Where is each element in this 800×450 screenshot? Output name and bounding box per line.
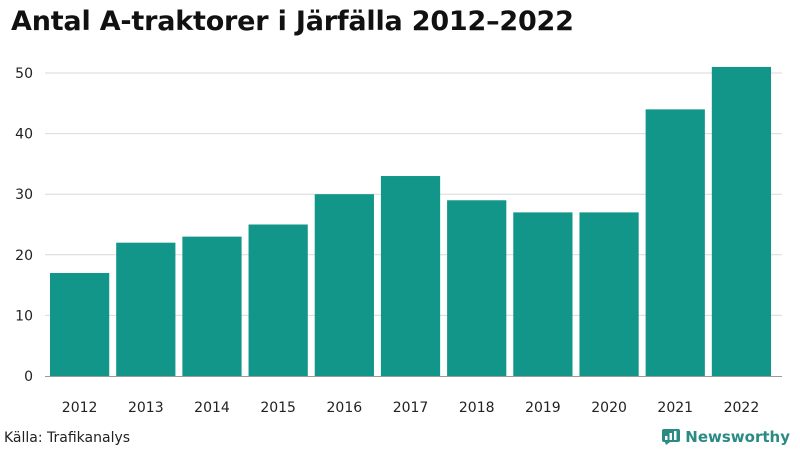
bar-2012: [50, 272, 110, 376]
bar-2018: [447, 200, 507, 376]
bar-2015: [248, 224, 308, 376]
x-tick-label: 2019: [525, 400, 561, 416]
source-note: Källa: Trafikanalys: [4, 430, 131, 446]
x-tick-label: 2018: [459, 400, 495, 416]
brand-logo: Newsworthy: [662, 428, 790, 446]
y-tick-label: 40: [15, 127, 33, 143]
x-tick-label: 2017: [393, 400, 429, 416]
x-tick-label: 2012: [62, 400, 98, 416]
x-tick-label: 2020: [591, 400, 627, 416]
y-tick-label: 0: [24, 369, 33, 385]
bar-2013: [116, 242, 176, 376]
chart-title: Antal A-traktorer i Järfälla 2012–2022: [11, 6, 574, 37]
y-tick-label: 30: [15, 187, 33, 203]
bar-2020: [579, 212, 639, 376]
x-tick-label: 2014: [194, 400, 230, 416]
x-tick-label: 2016: [327, 400, 363, 416]
newsworthy-logo-icon: [662, 429, 681, 445]
bar-2021: [645, 109, 705, 377]
x-tick-label: 2022: [724, 400, 760, 416]
bar-2022: [711, 66, 772, 376]
y-tick-label: 20: [15, 248, 33, 264]
bar-2016: [314, 194, 374, 376]
y-tick-label: 10: [15, 308, 33, 324]
x-tick-label: 2013: [128, 400, 164, 416]
bar-2017: [380, 176, 441, 376]
x-tick-label: 2015: [260, 400, 296, 416]
bar-2019: [513, 212, 573, 376]
brand-name: Newsworthy: [685, 428, 790, 446]
bar-2014: [182, 236, 242, 376]
y-tick-label: 50: [15, 66, 33, 82]
x-tick-label: 2021: [657, 400, 693, 416]
